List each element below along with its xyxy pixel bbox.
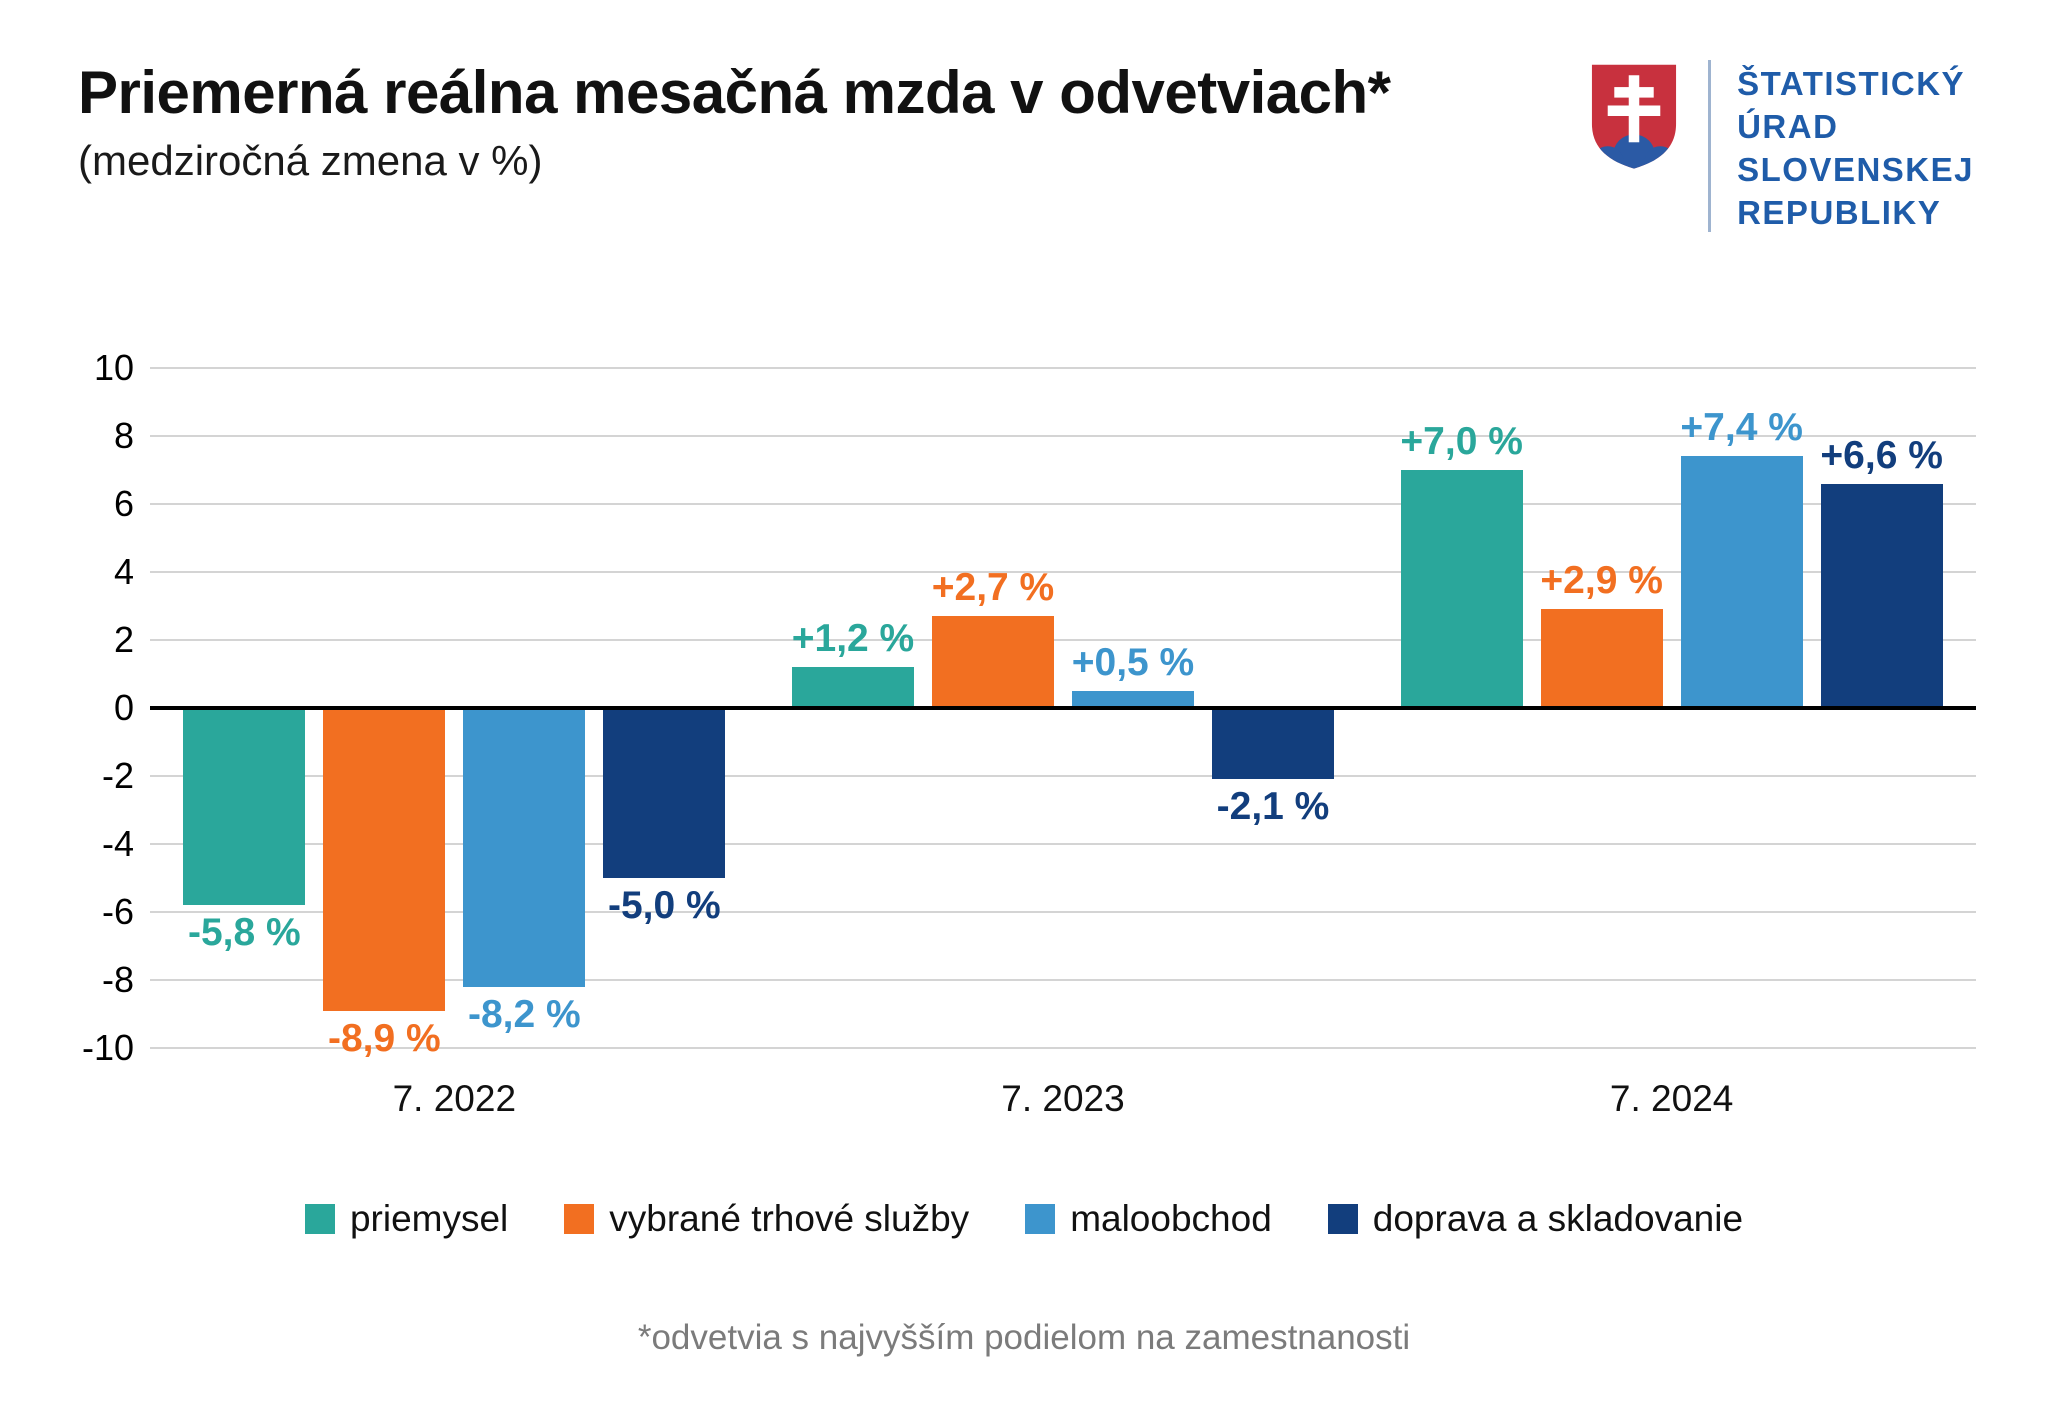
grid-line <box>150 911 1976 913</box>
legend-swatch-icon <box>304 1204 335 1234</box>
bar-doprava-a-skladovanie-7.-2024 <box>1820 483 1943 708</box>
grid-line <box>150 435 1976 437</box>
bar-priemysel-7.-2022 <box>183 708 306 906</box>
y-axis-tick-label: 0 <box>113 687 134 728</box>
bar-value-label: +0,5 % <box>1071 641 1195 684</box>
bar-value-label: +7,4 % <box>1680 406 1803 450</box>
grid-line <box>150 775 1976 777</box>
logo-org-name-line: ÚRAD <box>1737 108 1839 145</box>
bar-maloobchod-7.-2022 <box>463 708 586 987</box>
grid-line <box>150 503 1976 505</box>
bar-doprava-a-skladovanie-7.-2022 <box>603 708 726 878</box>
page-subtitle: (medziročná zmena v %) <box>78 137 543 184</box>
legend-item-priemysel: priemysel <box>304 1198 509 1240</box>
bar-value-label: -8,9 % <box>327 1016 441 1060</box>
bar-value-label: +6,6 % <box>1820 433 1943 477</box>
grid-line <box>150 1047 1976 1049</box>
statistical-office-logo: ŠTATISTICKÝ ÚRAD SLOVENSKEJ REPUBLIKY <box>1588 60 1974 234</box>
legend-item-vybrane-trhove-sluzby: vybrané trhové služby <box>564 1198 969 1240</box>
y-axis-tick-label: 8 <box>113 415 134 456</box>
bar-value-label: +2,7 % <box>931 566 1055 610</box>
legend-item-doprava-a-skladovanie: doprava a skladovanie <box>1327 1198 1744 1240</box>
logo-org-name-line: SLOVENSKEJ <box>1737 151 1974 188</box>
bar-vybrane-trhove-sluzby-7.-2024 <box>1540 609 1663 708</box>
y-axis-tick-label: 10 <box>93 347 134 388</box>
legend-swatch-icon <box>1025 1204 1056 1234</box>
bar-doprava-a-skladovanie-7.-2023 <box>1212 708 1334 780</box>
footnote: *odvetvia s najvyšším podielom na zamest… <box>637 1318 1411 1357</box>
bar-value-label: +1,2 % <box>791 617 915 661</box>
bar-maloobchod-7.-2024 <box>1680 456 1803 708</box>
y-axis-tick-label: 6 <box>113 483 134 524</box>
zero-axis-line <box>150 706 1976 710</box>
legend-swatch-icon <box>564 1204 595 1234</box>
y-axis-tick-label: -4 <box>101 823 134 864</box>
bar-vybrane-trhove-sluzby-7.-2023 <box>932 616 1054 708</box>
bar-value-label: -5,8 % <box>187 911 301 955</box>
bar-value-label: -8,2 % <box>467 992 581 1036</box>
logo-org-name: ŠTATISTICKÝ ÚRAD SLOVENSKEJ REPUBLIKY <box>1737 60 1974 234</box>
bar-vybrane-trhove-sluzby-7.-2022 <box>323 708 446 1011</box>
bar-maloobchod-7.-2023 <box>1072 691 1194 708</box>
grid-line <box>150 843 1976 845</box>
logo-org-name-line: REPUBLIKY <box>1737 194 1942 231</box>
bar-priemysel-7.-2024 <box>1400 470 1523 708</box>
legend-label: maloobchod <box>1070 1198 1272 1239</box>
logo-divider <box>1708 60 1712 232</box>
logo-org-name-line: ŠTATISTICKÝ <box>1737 65 1966 102</box>
bar-value-label: +2,9 % <box>1540 559 1663 603</box>
bar-value-label: -2,1 % <box>1216 785 1330 829</box>
grid-line <box>150 571 1976 573</box>
grid-line <box>150 367 1976 369</box>
bar-priemysel-7.-2023 <box>792 667 914 708</box>
double-cross-shape <box>1607 75 1661 143</box>
y-axis-tick-label: -8 <box>101 959 134 1000</box>
y-axis-tick-label: -2 <box>101 755 134 796</box>
x-axis-category-label: 7. 2024 <box>1609 1078 1734 1119</box>
grid-line <box>150 639 1976 641</box>
x-axis-category-label: 7. 2022 <box>392 1078 517 1119</box>
legend-label: priemysel <box>349 1198 509 1239</box>
legend-item-maloobchod: maloobchod <box>1025 1198 1272 1240</box>
grid-line <box>150 979 1976 981</box>
y-axis-tick-label: 4 <box>113 551 134 592</box>
header: Priemerná reálna mesačná mzda v odvetvia… <box>78 58 1391 185</box>
y-axis-tick-label: -6 <box>101 891 134 932</box>
legend-swatch-icon <box>1327 1204 1358 1234</box>
chart-legend: priemysel vybrané trhové služby maloobch… <box>0 1198 2048 1240</box>
y-axis-tick-label: -10 <box>81 1027 134 1068</box>
bar-value-label: +7,0 % <box>1400 420 1523 463</box>
legend-label: doprava a skladovanie <box>1372 1198 1744 1239</box>
x-axis-category-label: 7. 2023 <box>1001 1078 1125 1119</box>
slovak-coat-of-arms-icon <box>1592 64 1677 169</box>
page-title: Priemerná reálna mesačná mzda v odvetvia… <box>78 59 1391 126</box>
bar-value-label: -5,0 % <box>607 884 721 927</box>
legend-label: vybrané trhové služby <box>609 1198 970 1239</box>
y-axis-tick-label: 2 <box>113 619 134 660</box>
